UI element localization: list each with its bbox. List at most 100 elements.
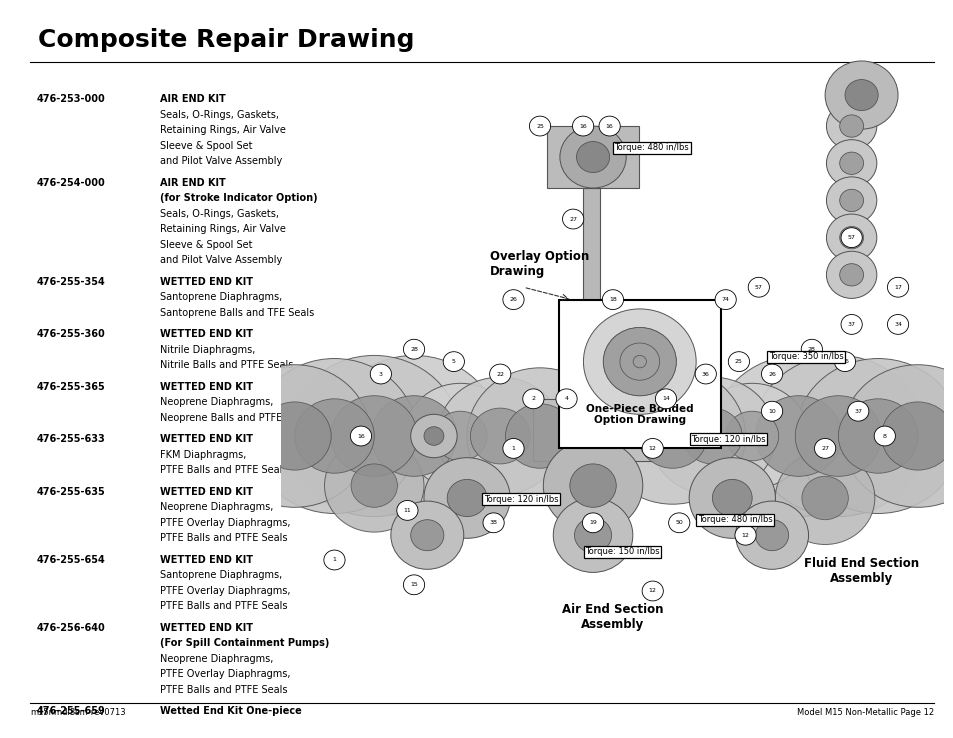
Circle shape <box>328 356 499 517</box>
Text: Wetted End Kit One-piece: Wetted End Kit One-piece <box>160 706 302 717</box>
Text: 36: 36 <box>701 371 709 376</box>
Text: m15nmdl3sm-rev0713: m15nmdl3sm-rev0713 <box>30 708 126 717</box>
Text: 38: 38 <box>489 520 497 525</box>
Text: PTFE Balls and PTFE Seals: PTFE Balls and PTFE Seals <box>160 685 288 695</box>
Circle shape <box>331 396 416 476</box>
Circle shape <box>633 356 646 368</box>
Circle shape <box>814 438 835 458</box>
Text: Torque: 120 in/lbs: Torque: 120 in/lbs <box>691 435 765 444</box>
Circle shape <box>801 339 821 359</box>
Circle shape <box>601 290 623 309</box>
Text: Seals, O-Rings, Gaskets,: Seals, O-Rings, Gaskets, <box>160 110 279 120</box>
Text: PTFE Overlay Diaphragms,: PTFE Overlay Diaphragms, <box>160 518 291 528</box>
Circle shape <box>839 115 862 137</box>
Text: WETTED END KIT: WETTED END KIT <box>160 277 253 287</box>
Circle shape <box>447 480 486 517</box>
Circle shape <box>841 228 862 247</box>
Text: 26: 26 <box>841 359 848 364</box>
Text: FKM Diaphragms,: FKM Diaphragms, <box>160 450 247 460</box>
Circle shape <box>572 116 593 136</box>
Circle shape <box>258 402 331 470</box>
Circle shape <box>294 399 374 473</box>
Circle shape <box>695 383 808 489</box>
Circle shape <box>482 513 504 533</box>
Circle shape <box>801 476 847 520</box>
Text: PTFE Overlay Diaphragms,: PTFE Overlay Diaphragms, <box>160 586 291 596</box>
Text: 26: 26 <box>767 371 775 376</box>
Circle shape <box>371 396 456 476</box>
Circle shape <box>825 177 876 224</box>
Circle shape <box>423 458 510 538</box>
Text: Nitrile Balls and PTFE Seals: Nitrile Balls and PTFE Seals <box>160 360 294 370</box>
Circle shape <box>655 389 676 409</box>
Text: and Pilot Valve Assembly: and Pilot Valve Assembly <box>160 156 282 167</box>
Text: 8: 8 <box>882 433 885 438</box>
Circle shape <box>543 439 642 532</box>
Text: 57: 57 <box>754 285 762 290</box>
Circle shape <box>681 408 741 464</box>
Circle shape <box>881 402 953 470</box>
Circle shape <box>423 427 443 445</box>
Text: PTFE Balls and PTFE Seals: PTFE Balls and PTFE Seals <box>160 534 288 543</box>
Text: 1: 1 <box>333 557 336 562</box>
Text: 37: 37 <box>853 409 862 414</box>
Circle shape <box>467 368 613 504</box>
Text: 12: 12 <box>648 588 656 593</box>
Circle shape <box>391 501 463 569</box>
Circle shape <box>839 227 862 249</box>
Circle shape <box>841 314 862 334</box>
Text: PTFE Overlay Diaphragms,: PTFE Overlay Diaphragms, <box>160 669 291 680</box>
Circle shape <box>727 352 749 371</box>
Circle shape <box>434 411 486 461</box>
Text: 19: 19 <box>589 520 597 525</box>
Circle shape <box>641 438 662 458</box>
Circle shape <box>747 277 769 297</box>
Circle shape <box>649 377 775 495</box>
Circle shape <box>873 426 895 446</box>
Text: 27: 27 <box>569 216 577 221</box>
Text: 74: 74 <box>720 297 729 302</box>
Text: Santoprene Diaphragms,: Santoprene Diaphragms, <box>160 292 282 303</box>
Text: 25: 25 <box>536 123 543 128</box>
Circle shape <box>712 480 751 517</box>
Circle shape <box>795 396 881 476</box>
Text: Torque: 480 in/lbs: Torque: 480 in/lbs <box>697 515 772 524</box>
Text: Retaining Rings, Air Valve: Retaining Rings, Air Valve <box>160 125 286 136</box>
Text: 18: 18 <box>608 297 617 302</box>
Circle shape <box>751 356 923 517</box>
Circle shape <box>411 520 443 551</box>
Circle shape <box>403 339 424 359</box>
Circle shape <box>839 263 862 286</box>
Circle shape <box>755 396 841 476</box>
Circle shape <box>839 189 862 212</box>
Circle shape <box>755 520 788 551</box>
Text: 11: 11 <box>403 508 411 513</box>
Bar <box>533 399 652 461</box>
Circle shape <box>825 214 876 261</box>
Text: Santoprene Balls and TFE Seals: Santoprene Balls and TFE Seals <box>160 308 314 318</box>
Circle shape <box>839 152 862 174</box>
Circle shape <box>350 426 372 446</box>
Text: 476-255-365: 476-255-365 <box>36 382 105 392</box>
Circle shape <box>470 408 530 464</box>
Text: 26: 26 <box>509 297 517 302</box>
Text: Sleeve & Spool Set: Sleeve & Spool Set <box>160 141 253 151</box>
Circle shape <box>403 575 424 595</box>
Text: 16: 16 <box>356 433 364 438</box>
Bar <box>582 188 599 560</box>
Circle shape <box>404 383 517 489</box>
Circle shape <box>218 365 371 507</box>
Text: 12: 12 <box>648 446 656 451</box>
Circle shape <box>574 518 611 553</box>
Circle shape <box>436 377 562 495</box>
Text: (for Stroke Indicator Option): (for Stroke Indicator Option) <box>160 193 317 204</box>
Circle shape <box>847 401 868 421</box>
Text: 28: 28 <box>807 347 815 352</box>
Text: 5: 5 <box>452 359 456 364</box>
Circle shape <box>734 525 756 545</box>
Text: 476-255-633: 476-255-633 <box>36 435 105 444</box>
Circle shape <box>886 277 907 297</box>
Text: 22: 22 <box>496 371 504 376</box>
Circle shape <box>324 439 423 532</box>
Text: 16: 16 <box>605 123 613 128</box>
